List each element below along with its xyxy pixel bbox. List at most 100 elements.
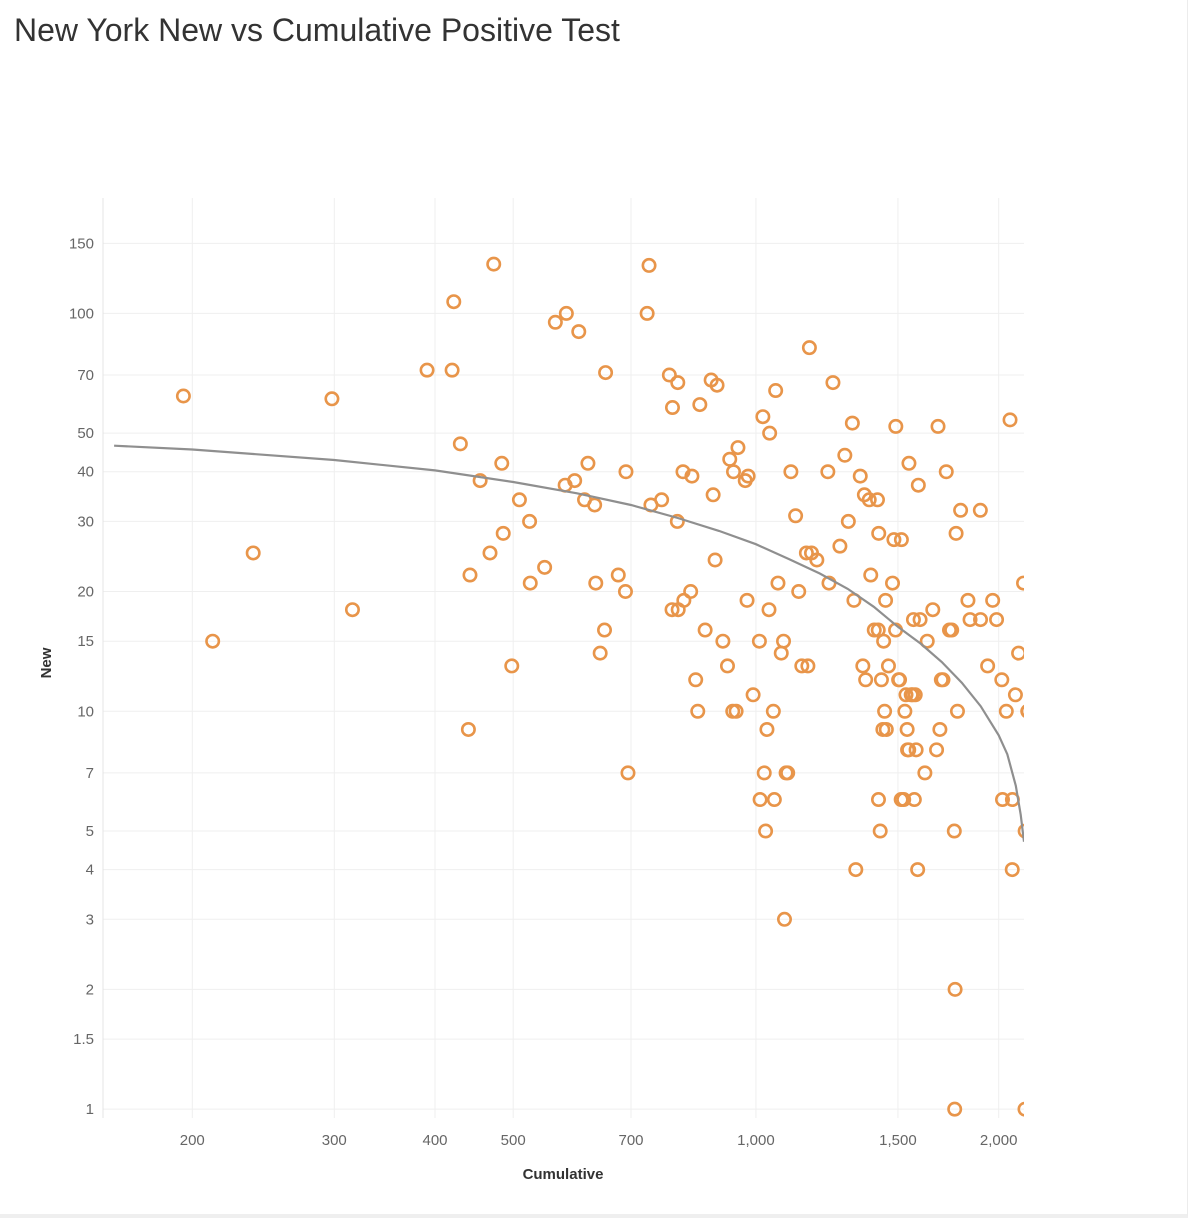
data-point	[898, 687, 914, 703]
data-point	[897, 703, 913, 719]
data-point	[755, 409, 771, 425]
data-point	[460, 721, 476, 737]
data-point	[809, 552, 825, 568]
grid-lines	[102, 198, 1024, 1118]
data-point	[684, 468, 700, 484]
data-point	[324, 391, 340, 407]
data-point	[773, 645, 789, 661]
data-point	[876, 633, 892, 649]
data-point	[419, 362, 435, 378]
data-point	[759, 721, 775, 737]
data-point	[654, 492, 670, 508]
data-point	[482, 545, 498, 561]
data-point	[947, 1101, 963, 1117]
data-point	[592, 645, 608, 661]
data-point	[985, 592, 1001, 608]
data-point	[344, 602, 360, 618]
data-point	[949, 703, 965, 719]
data-point	[444, 362, 460, 378]
data-point	[885, 575, 901, 591]
y-tick-label: 50	[77, 425, 94, 442]
x-axis-label: Cumulative	[523, 1166, 604, 1183]
data-point	[664, 400, 680, 416]
data-point	[840, 513, 856, 529]
data-point	[980, 658, 996, 674]
y-tick-label: 150	[69, 235, 94, 252]
data-point	[962, 612, 978, 628]
data-point	[776, 911, 792, 927]
data-point	[504, 658, 520, 674]
data-point	[752, 792, 768, 808]
data-point	[494, 455, 510, 471]
y-tick-label: 5	[86, 823, 94, 840]
data-point	[892, 672, 908, 688]
data-point	[639, 305, 655, 321]
data-point	[751, 633, 767, 649]
data-point	[486, 256, 502, 272]
data-point	[688, 672, 704, 688]
data-point	[547, 314, 563, 330]
data-point	[1002, 412, 1018, 428]
data-point	[446, 294, 462, 310]
data-point	[618, 464, 634, 480]
data-point	[722, 451, 738, 467]
data-point	[877, 703, 893, 719]
data-point	[728, 703, 744, 719]
x-tick-label: 2,000	[980, 1132, 1018, 1149]
data-point	[972, 502, 988, 518]
data-point	[873, 672, 889, 688]
y-tick-label: 7	[86, 765, 94, 782]
data-point	[1004, 862, 1020, 878]
data-point	[452, 436, 468, 452]
data-point	[664, 602, 680, 618]
data-point	[610, 567, 626, 583]
data-point	[697, 622, 713, 638]
y-axis-label: New	[38, 647, 55, 678]
data-point	[861, 492, 877, 508]
data-point	[989, 612, 1005, 628]
data-point	[683, 583, 699, 599]
x-tick-label: 700	[618, 1132, 643, 1149]
data-points	[175, 256, 1024, 1117]
data-point	[852, 468, 868, 484]
data-point	[907, 687, 923, 703]
data-point	[791, 583, 807, 599]
y-tick-label: 1	[86, 1101, 94, 1118]
data-point	[1017, 1101, 1024, 1117]
data-point	[756, 765, 772, 781]
data-point	[580, 455, 596, 471]
data-point	[844, 415, 860, 431]
data-point	[571, 324, 587, 340]
data-point	[788, 508, 804, 524]
data-point	[899, 721, 915, 737]
data-point	[994, 672, 1010, 688]
data-point	[1016, 575, 1024, 591]
data-point	[511, 492, 527, 508]
data-point	[462, 567, 478, 583]
data-point	[878, 592, 894, 608]
data-point	[758, 823, 774, 839]
x-tick-label: 1,500	[879, 1132, 917, 1149]
data-point	[947, 981, 963, 997]
data-point	[863, 567, 879, 583]
data-point	[848, 862, 864, 878]
data-point	[886, 532, 902, 548]
data-point	[175, 388, 191, 404]
data-point	[617, 583, 633, 599]
data-point	[938, 464, 954, 480]
data-point	[896, 792, 912, 808]
data-point	[522, 575, 538, 591]
data-point	[870, 792, 886, 808]
data-point	[820, 464, 836, 480]
data-point	[880, 658, 896, 674]
data-point	[917, 765, 933, 781]
data-point	[765, 703, 781, 719]
y-tick-label: 30	[77, 513, 94, 530]
data-point	[719, 658, 735, 674]
page-title: New York New vs Cumulative Positive Test	[14, 12, 620, 48]
data-point	[692, 397, 708, 413]
data-point	[558, 305, 574, 321]
y-tick-label: 4	[86, 862, 94, 879]
data-point	[761, 602, 777, 618]
